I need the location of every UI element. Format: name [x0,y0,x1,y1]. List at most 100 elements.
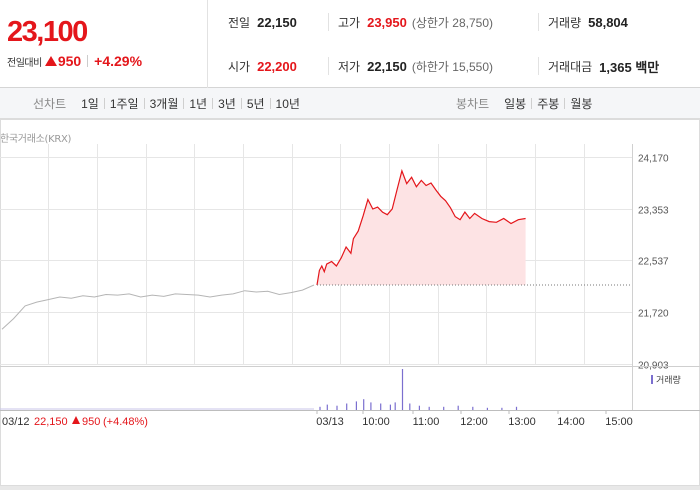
current-price: 23,100 [7,16,88,48]
volume-bar [472,406,474,410]
stat-trade-value: 거래대금 1,365 백만 [548,44,659,88]
period-divider [212,98,214,109]
x-tick-label: 14:00 [557,416,585,428]
candle-tab[interactable]: 주봉 [537,97,560,111]
x-tick-label: 10:00 [362,416,390,428]
candle-tab[interactable]: 일봉 [504,97,527,111]
y-tick-label: 22,537 [638,257,669,268]
candle-tab[interactable]: 월봉 [570,97,593,111]
stat-label: 전일 [228,15,251,30]
candle-chart-periods: 봉차트 일봉 주봉 월봉 [456,88,597,119]
stat-value: 22,150 [257,14,297,30]
change-amount: 950 [57,53,82,69]
prev-day-date: 03/12 [2,416,30,428]
period-tab[interactable]: 1주일 [109,97,139,111]
stat-label: 거래대금 [548,59,593,74]
stat-value: 22,200 [257,58,297,74]
candle-chart-title: 봉차트 [456,97,490,111]
stat-divider [328,13,329,31]
change-percent: +4.29% [94,53,143,69]
period-divider [183,98,185,109]
x-tick-label: 15:00 [605,416,633,428]
volume-bar [363,399,365,410]
volume-bar [443,406,445,410]
period-tab[interactable]: 1년 [189,97,208,111]
stat-value: 1,365 백만 [599,59,660,75]
volume-bar [457,405,459,410]
volume-bar [501,407,503,410]
period-divider [531,98,533,109]
volume-bar [336,405,338,410]
period-bar: 선차트 1일 1주일 3개월 1년 3년 5년 10년 봉차트 일봉 주봉 월봉 [0,88,700,119]
stat-sub: (하한가 15,550) [411,59,494,74]
volume-bar [401,369,404,410]
chart-frame [0,119,700,486]
prev-day-change-percent: (+4.48%) [103,416,148,428]
volume-bar [394,402,396,410]
period-divider [240,98,242,109]
stat-high: 고가 23,950 (상한가 28,750) [338,0,493,44]
line-chart-periods: 선차트 1일 1주일 3개월 1년 3년 5년 10년 [33,88,305,119]
line-chart-title: 선차트 [33,97,67,111]
current-price-box: 23,100 전일대비 950 +4.29% [0,0,208,88]
x-tick-label: 13:00 [508,416,536,428]
period-divider [269,98,271,109]
volume-swatch-icon [651,375,653,384]
stat-label: 저가 [338,59,361,74]
volume-legend: 거래량 [651,373,681,386]
stat-value: 22,150 [367,58,407,74]
change-label: 전일대비 [7,57,42,69]
today-price-line [316,168,526,286]
change-divider [87,55,89,67]
stat-open: 시가 22,200 [228,44,297,88]
period-divider [564,98,566,109]
period-tab[interactable]: 3년 [218,97,236,111]
period-tab[interactable]: 10년 [275,97,300,111]
quote-panel: 23,100 전일대비 950 +4.29% 전일 22,150 고가 23,9… [0,0,700,88]
volume-bar [428,406,430,410]
stat-divider [328,57,329,75]
period-tab[interactable]: 1일 [81,97,99,111]
stat-label: 거래량 [548,15,582,30]
volume-bar [486,407,488,410]
stats-row-2: 시가 22,200 저가 22,150 (하한가 15,550) 거래대금 1,… [208,44,700,88]
volume-bar [346,403,348,410]
bottom-edge [0,486,700,490]
stat-divider [538,57,539,75]
stat-volume: 거래량 58,804 [548,0,628,44]
change-row: 전일대비 950 +4.29% [7,53,142,69]
volume-bar [355,401,357,410]
stat-label: 고가 [338,15,361,30]
prev-day-price-line [1,284,315,330]
stat-label: 시가 [228,59,251,74]
x-tick-label: 03/13 [316,416,344,428]
stat-prev-close: 전일 22,150 [228,0,297,44]
volume-bar [418,405,420,410]
period-divider [143,98,145,109]
up-triangle-icon [44,56,57,66]
period-divider [103,98,105,109]
today-price-area [317,170,526,285]
y-tick-label: 21,720 [638,309,669,320]
prev-day-up-triangle-icon [72,416,80,424]
x-tick-label: 12:00 [460,416,488,428]
data-source-label: 한국거래소(KRX) [0,134,72,145]
prev-day-change: 950 [82,416,100,428]
stat-value: 58,804 [588,14,628,30]
volume-bar [319,406,321,410]
volume-bar [380,403,382,410]
volume-bar [370,402,372,410]
volume-bar [389,404,391,410]
y-tick-label: 23,353 [638,206,669,217]
stat-divider [538,13,539,31]
y-tick-label: 24,170 [638,154,669,165]
x-tick-label: 11:00 [413,416,440,428]
stats-row-1: 전일 22,150 고가 23,950 (상한가 28,750) 거래량 58,… [208,0,700,44]
period-tab[interactable]: 3개월 [149,97,179,111]
stat-value: 23,950 [367,14,407,30]
period-tab[interactable]: 5년 [246,97,265,111]
prev-day-close: 22,150 [34,416,68,428]
volume-bar [515,406,518,410]
stat-sub: (상한가 28,750) [411,15,494,30]
